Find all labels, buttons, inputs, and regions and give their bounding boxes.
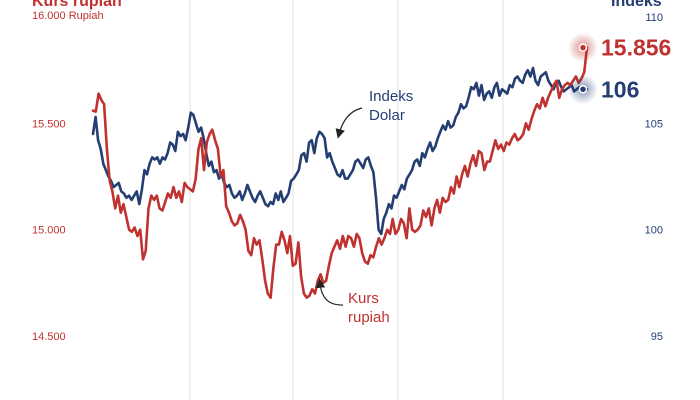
rupiah-end-marker (578, 43, 588, 52)
left-tick-label: 14.500 (32, 331, 66, 343)
rupiah-series-label: rupiah (348, 309, 390, 326)
rupiah-label-arrow (315, 278, 344, 306)
left-axis-unit-label: 16.000 Rupiah (32, 10, 104, 22)
tick-labels: 15.500 15.000 14.500 110 105 100 95 (32, 12, 663, 343)
dollar-index-series-label: Dolar (369, 107, 405, 124)
dollar-index-series-line (91, 66, 589, 236)
rupiah-series-label: Kurs (348, 290, 379, 307)
right-tick-label: 105 (645, 118, 663, 130)
dollar-index-end-marker (578, 85, 588, 94)
left-axis-title: Kurs rupiah (32, 0, 122, 10)
rupiah-series-line (91, 46, 589, 300)
left-tick-label: 15.500 (32, 118, 66, 130)
dollar-index-series-label: Indeks (369, 88, 413, 105)
right-axis-title: Indeks (611, 0, 662, 10)
right-tick-label: 100 (645, 225, 663, 237)
right-tick-label: 110 (645, 12, 663, 24)
series-layer (91, 46, 589, 300)
right-tick-label: 95 (651, 331, 663, 343)
annotations: 15.856 106 Indeks Dolar Kurs rupiah (315, 32, 671, 326)
grid-layer (189, 0, 504, 400)
dollar-index-label-arrow (335, 107, 363, 139)
left-tick-label: 15.000 (32, 225, 66, 237)
rupiah-last-value-label: 15.856 (601, 35, 671, 61)
dollar-index-last-value-label: 106 (601, 76, 639, 102)
